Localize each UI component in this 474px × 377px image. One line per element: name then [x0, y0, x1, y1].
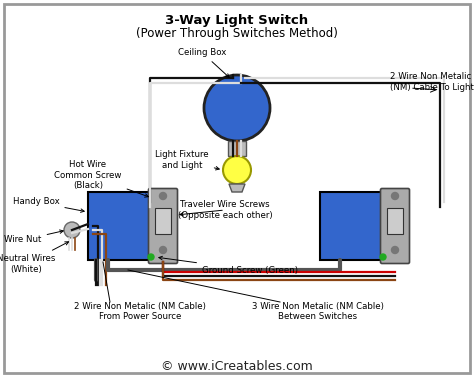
Text: 3-Way Light Switch: 3-Way Light Switch [165, 14, 309, 27]
Circle shape [392, 247, 399, 253]
Bar [387, 208, 403, 234]
Circle shape [223, 156, 251, 184]
Text: Handy Box: Handy Box [13, 198, 84, 212]
Text: Ground Screw (Green): Ground Screw (Green) [159, 256, 298, 274]
Bar [88, 192, 150, 260]
Bar [320, 192, 382, 260]
Circle shape [148, 254, 154, 260]
FancyBboxPatch shape [381, 188, 410, 264]
Text: 3 Wire Non Metalic (NM Cable)
Between Switches: 3 Wire Non Metalic (NM Cable) Between Sw… [252, 302, 384, 322]
Bar [228, 141, 246, 156]
Text: Light Fixture
and Light: Light Fixture and Light [155, 150, 219, 170]
Text: Ceiling Box: Ceiling Box [178, 48, 229, 77]
Text: 2 Wire Non Metalic
(NM) Cable To Light: 2 Wire Non Metalic (NM) Cable To Light [390, 72, 474, 92]
Circle shape [159, 193, 166, 199]
Text: (Power Through Switches Method): (Power Through Switches Method) [136, 27, 338, 40]
Text: Neutral Wires
(White): Neutral Wires (White) [0, 242, 69, 274]
Text: Traveler Wire Screws
(Opposite each other): Traveler Wire Screws (Opposite each othe… [178, 200, 272, 220]
Circle shape [204, 75, 270, 141]
Text: © www.iCreatables.com: © www.iCreatables.com [161, 360, 313, 373]
Circle shape [64, 222, 80, 238]
Circle shape [392, 193, 399, 199]
Text: 2 Wire Non Metalic (NM Cable)
From Power Source: 2 Wire Non Metalic (NM Cable) From Power… [74, 302, 206, 322]
Circle shape [159, 247, 166, 253]
Text: Hot Wire
Common Screw
(Black): Hot Wire Common Screw (Black) [55, 160, 148, 197]
Bar [155, 208, 171, 234]
FancyBboxPatch shape [148, 188, 177, 264]
Circle shape [380, 254, 386, 260]
Text: Wire Nut: Wire Nut [4, 230, 63, 245]
Polygon shape [229, 184, 245, 192]
